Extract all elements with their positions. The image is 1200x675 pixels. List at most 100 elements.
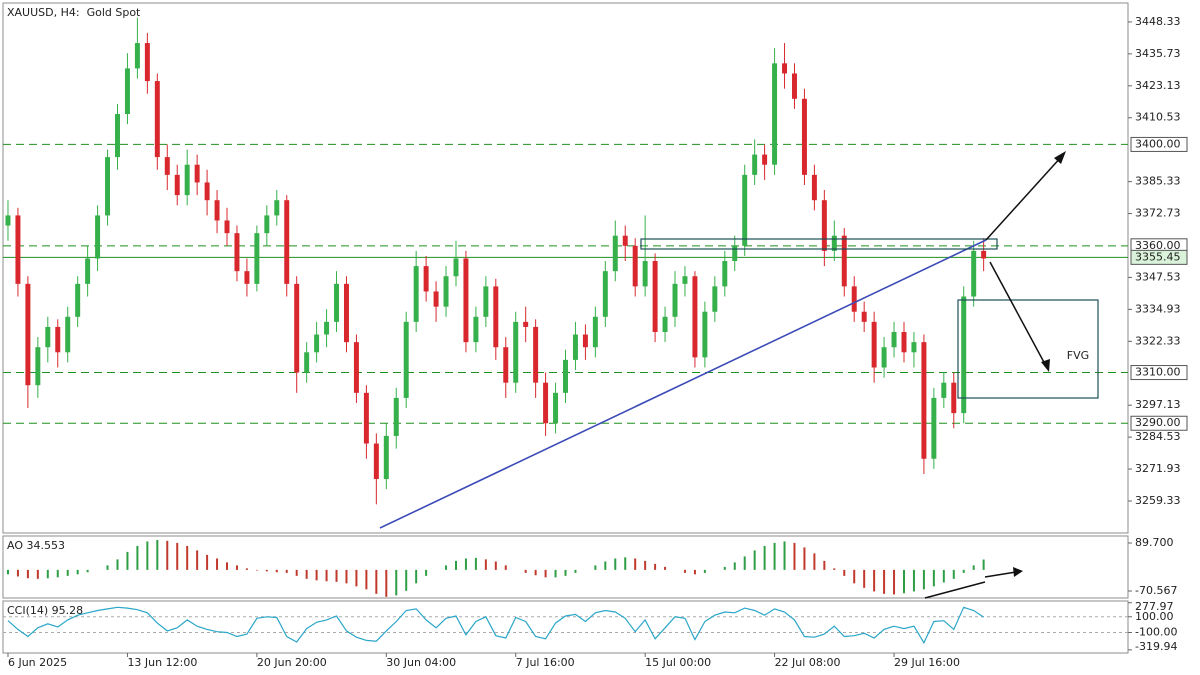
- candle-body: [772, 63, 778, 165]
- candle-body: [393, 397, 399, 436]
- candle-body: [463, 258, 469, 343]
- y-tick-label: 3347.53: [1135, 270, 1181, 283]
- candle-body: [533, 326, 539, 383]
- candle-body: [871, 321, 877, 368]
- x-tick-label: 30 Jun 04:00: [386, 656, 456, 669]
- candle-body: [831, 235, 837, 251]
- candle-body: [324, 321, 330, 335]
- price-label: 3400.00: [1135, 137, 1181, 150]
- candle-body: [343, 283, 349, 343]
- candle-body: [891, 332, 897, 348]
- y-tick-label: 3423.13: [1135, 79, 1181, 92]
- candle-body: [334, 283, 340, 322]
- x-tick-label: 22 Jul 08:00: [775, 656, 841, 669]
- candle-body: [702, 311, 708, 358]
- arrow-up: [985, 155, 1063, 241]
- candle-body: [194, 164, 200, 183]
- candle-body: [543, 382, 549, 424]
- candle-body: [473, 316, 479, 343]
- price-label: 3355.45: [1135, 250, 1181, 263]
- candle-body: [383, 435, 389, 480]
- candle-body: [314, 334, 320, 353]
- candle-body: [284, 200, 290, 284]
- candle-body: [75, 283, 81, 317]
- candle-body: [403, 321, 409, 398]
- candle-body: [294, 283, 300, 373]
- candle-body: [602, 271, 608, 317]
- candle-body: [264, 215, 270, 234]
- candle-body: [901, 332, 907, 353]
- ao-trend: [924, 581, 986, 599]
- arrow-head: [1013, 567, 1023, 577]
- candle-body: [513, 321, 519, 383]
- candle-body: [563, 359, 568, 393]
- candle-body: [592, 316, 598, 348]
- panel-title: CCI(14) 95.28: [7, 604, 83, 617]
- candle-body: [15, 215, 21, 284]
- y-tick-label: 3297.13: [1135, 398, 1181, 411]
- candle-body: [224, 220, 230, 234]
- candle-body: [722, 261, 728, 287]
- candle-body: [762, 154, 768, 165]
- candle-body: [483, 286, 489, 317]
- candle-body: [164, 157, 170, 175]
- candle-body: [35, 347, 41, 386]
- x-tick-label: 13 Jun 12:00: [127, 656, 197, 669]
- candle-body: [622, 235, 628, 246]
- candle-body: [632, 245, 638, 287]
- candle-body: [25, 283, 31, 386]
- candle-body: [433, 291, 439, 307]
- candle-body: [105, 157, 111, 216]
- y-tick-label: 3372.73: [1135, 207, 1181, 220]
- candle-body: [423, 266, 429, 292]
- y-tick-label: 3259.33: [1135, 494, 1181, 507]
- candle-body: [961, 296, 967, 414]
- y-tick-label: -319.94: [1135, 640, 1177, 653]
- plot-layer: XAUUSD, H4: Gold Spot 3448.33 3435.73 3423.…: [3, 6, 1188, 669]
- candle-body: [821, 200, 827, 251]
- y-tick-label: -100.00: [1135, 626, 1177, 639]
- candle-body: [911, 342, 917, 353]
- candle-body: [732, 245, 738, 262]
- candle-body: [971, 250, 977, 297]
- y-tick-label: 3385.33: [1135, 175, 1181, 188]
- y-tick-label: 3334.93: [1135, 302, 1181, 315]
- y-tick-label: 3322.33: [1135, 334, 1181, 347]
- y-tick-label: -70.567: [1135, 584, 1177, 597]
- candle-body: [811, 174, 817, 201]
- fvg-box: [957, 299, 1099, 399]
- candle-body: [115, 114, 120, 158]
- candle-body: [523, 321, 529, 327]
- candle-body: [572, 334, 578, 360]
- candle-body: [692, 276, 698, 358]
- candle-body: [453, 258, 459, 277]
- price-label-box: [1130, 365, 1188, 381]
- candle-body: [304, 352, 310, 373]
- candle-body: [174, 174, 180, 196]
- y-tick-label: 3271.93: [1135, 462, 1181, 475]
- candle-body: [274, 200, 280, 216]
- candle-body: [981, 250, 987, 259]
- candle-body: [652, 261, 658, 333]
- candle-body: [752, 154, 758, 175]
- drawings: [379, 151, 1099, 599]
- candle-body: [413, 266, 419, 322]
- candle-body: [493, 286, 499, 348]
- price-label: 3310.00: [1135, 366, 1181, 379]
- candle-body: [662, 316, 668, 333]
- candle-body: [5, 215, 11, 226]
- panel-title: XAUUSD, H4: Gold Spot: [7, 6, 141, 19]
- y-tick-label: 3448.33: [1135, 15, 1181, 28]
- arrow-head: [1041, 359, 1050, 372]
- candle-body: [553, 392, 559, 424]
- candle-body: [861, 311, 867, 322]
- fvg-label: FVG: [1067, 349, 1089, 362]
- panel-title: AO 34.553: [7, 539, 65, 552]
- cci-line: [7, 606, 984, 645]
- candle-body: [204, 182, 210, 201]
- candle-body: [931, 397, 937, 459]
- y-tick-label: 100.00: [1135, 610, 1174, 623]
- candle-body: [55, 326, 61, 353]
